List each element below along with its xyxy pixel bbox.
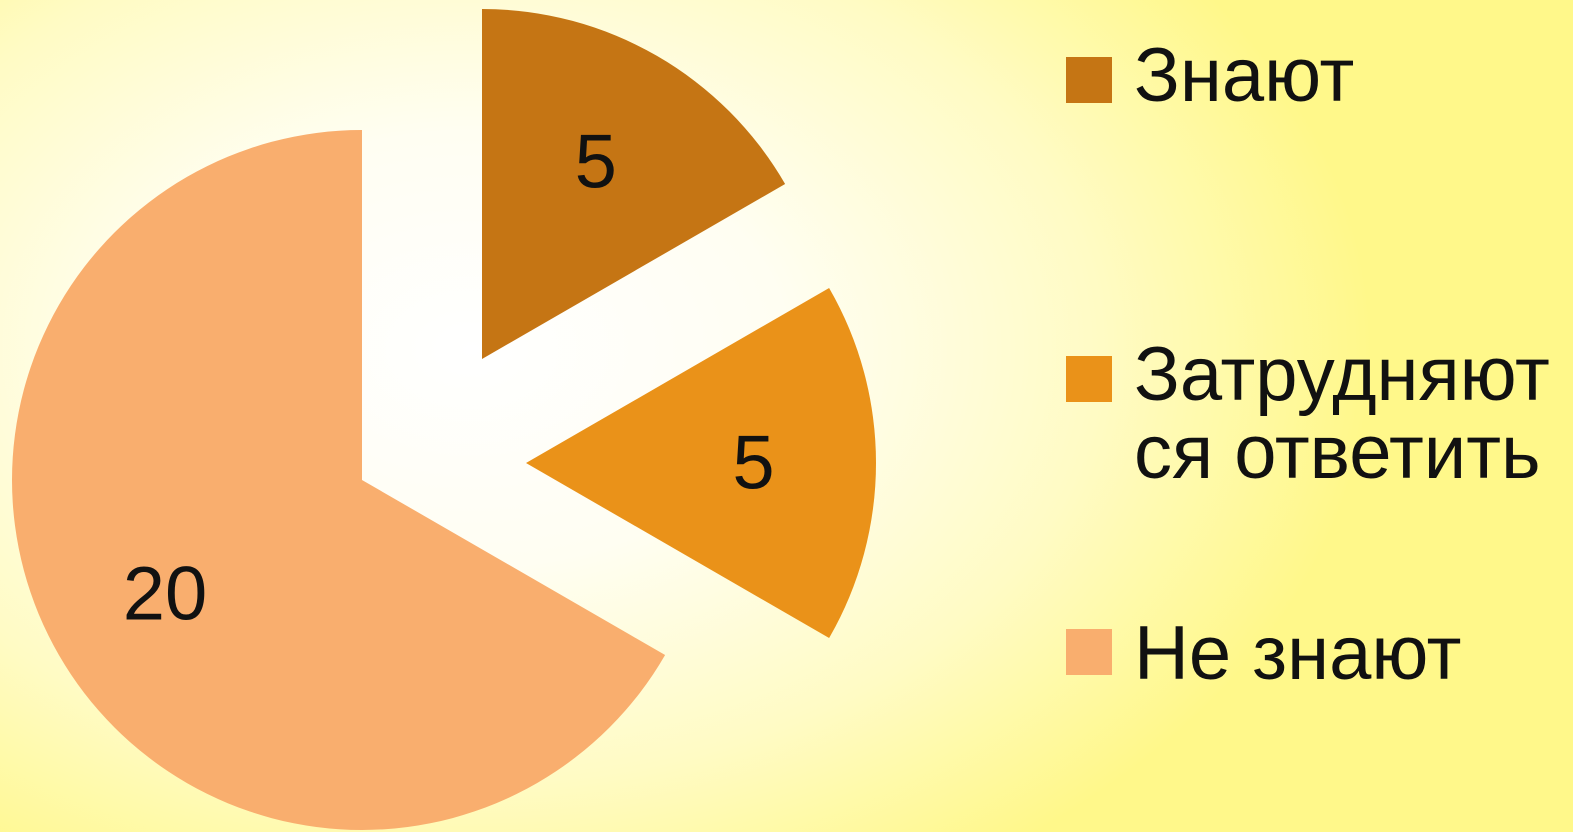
- data-label-zatrudnyayutsya: 5: [732, 421, 774, 506]
- legend-label-znayut: Знают: [1134, 33, 1355, 118]
- legend-label-zatrudnyayutsya: Затрудняются ответить: [1134, 332, 1550, 495]
- chart-legend: Знают Затрудняются ответить Не знают: [1066, 0, 1573, 832]
- legend-item-zatrudnyayutsya: Затрудняются ответить: [1066, 336, 1564, 492]
- data-label-ne-znayut: 20: [123, 551, 208, 636]
- legend-item-ne-znayut: Не знают: [1066, 615, 1564, 693]
- slice-znayut: [482, 9, 786, 359]
- legend-swatch-znayut: [1066, 57, 1112, 103]
- slice-ne-znayut: [12, 130, 666, 830]
- data-label-znayut: 5: [575, 120, 617, 205]
- slice-zatrudnyayutsya: [526, 288, 877, 638]
- legend-swatch-ne-znayut: [1066, 629, 1112, 675]
- legend-label-ne-znayut: Не знают: [1134, 611, 1462, 696]
- legend-item-znayut: Знают: [1066, 37, 1564, 115]
- legend-swatch-zatrudnyayutsya: [1066, 356, 1112, 402]
